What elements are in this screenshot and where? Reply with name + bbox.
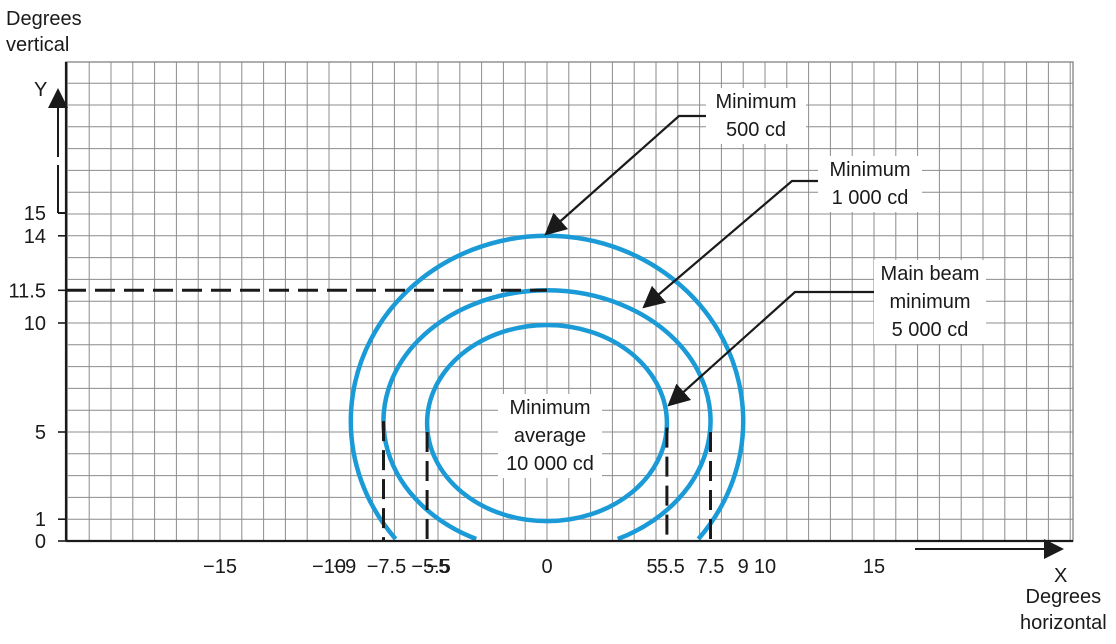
label-5000cd: Main beam minimum 5 000 cd [874,260,986,344]
contour-5000cd [424,322,670,524]
label-5000cd-line1: Main beam [880,263,980,285]
y-axis-title-line2: vertical [6,34,70,56]
annotation-arrows [544,114,874,407]
y-axis-letter: Y [34,79,48,101]
x-tick-label: 15 [863,556,885,578]
x-tick-label: −9 [333,556,356,578]
y-tick-label: 1 [35,509,46,531]
y-tick-label: 14 [24,226,46,248]
x-tick-label: −10 [312,556,346,578]
y-tick-label: 10 [24,313,46,335]
y-tick-label: 15 [24,203,46,225]
center-label-line3: 10 000 cd [506,453,594,475]
y-axis-title-line1: Degrees [6,8,82,30]
x-axis-title: Degrees horizontal [1020,584,1107,636]
y-tick-label: 0 [35,531,46,553]
x-axis-title-line2: horizontal [1020,612,1107,634]
label-1000cd: Minimum 1 000 cd [818,156,922,212]
y-tick-label: 5 [35,422,46,444]
y-tick-label: 11.5 [9,280,46,302]
label-1000cd-line2: 1 000 cd [831,187,909,209]
arrow-1000cd [642,179,818,309]
label-5000cd-line3: 5 000 cd [891,319,969,341]
label-5000cd-line2: minimum [889,291,971,313]
x-tick-label: 5.5 [657,556,685,578]
x-axis-letter: X [1054,565,1068,587]
arrow-5000cd [667,290,874,407]
x-tick-label: 0 [541,556,552,578]
y-axis-title: Degrees vertical [6,6,82,58]
center-label-line1: Minimum [509,397,591,419]
x-tick-label: 5 [646,556,657,578]
x-tick-label: 10 [754,556,776,578]
x-tick-label: −5.5 [411,556,450,578]
arrow-500cd [544,114,706,236]
x-tick-label: 7.5 [697,556,725,578]
label-500cd: Minimum 500 cd [706,88,806,144]
x-tick-label: −7.5 [367,556,406,578]
contour-500cd [348,233,746,541]
label-500cd-line1: Minimum [715,91,797,113]
x-tick-label: −15 [203,556,237,578]
label-10000cd: Minimum average 10 000 cd [498,394,602,478]
center-label-line2: average [513,425,587,447]
reference-dashes [66,288,712,541]
x-axis-title-line1: Degrees [1025,586,1102,608]
x-tick-label: −5 [427,556,450,578]
label-500cd-line2: 500 cd [725,119,787,141]
label-1000cd-line1: Minimum [829,159,911,181]
x-tick-label: 9 [738,556,749,578]
